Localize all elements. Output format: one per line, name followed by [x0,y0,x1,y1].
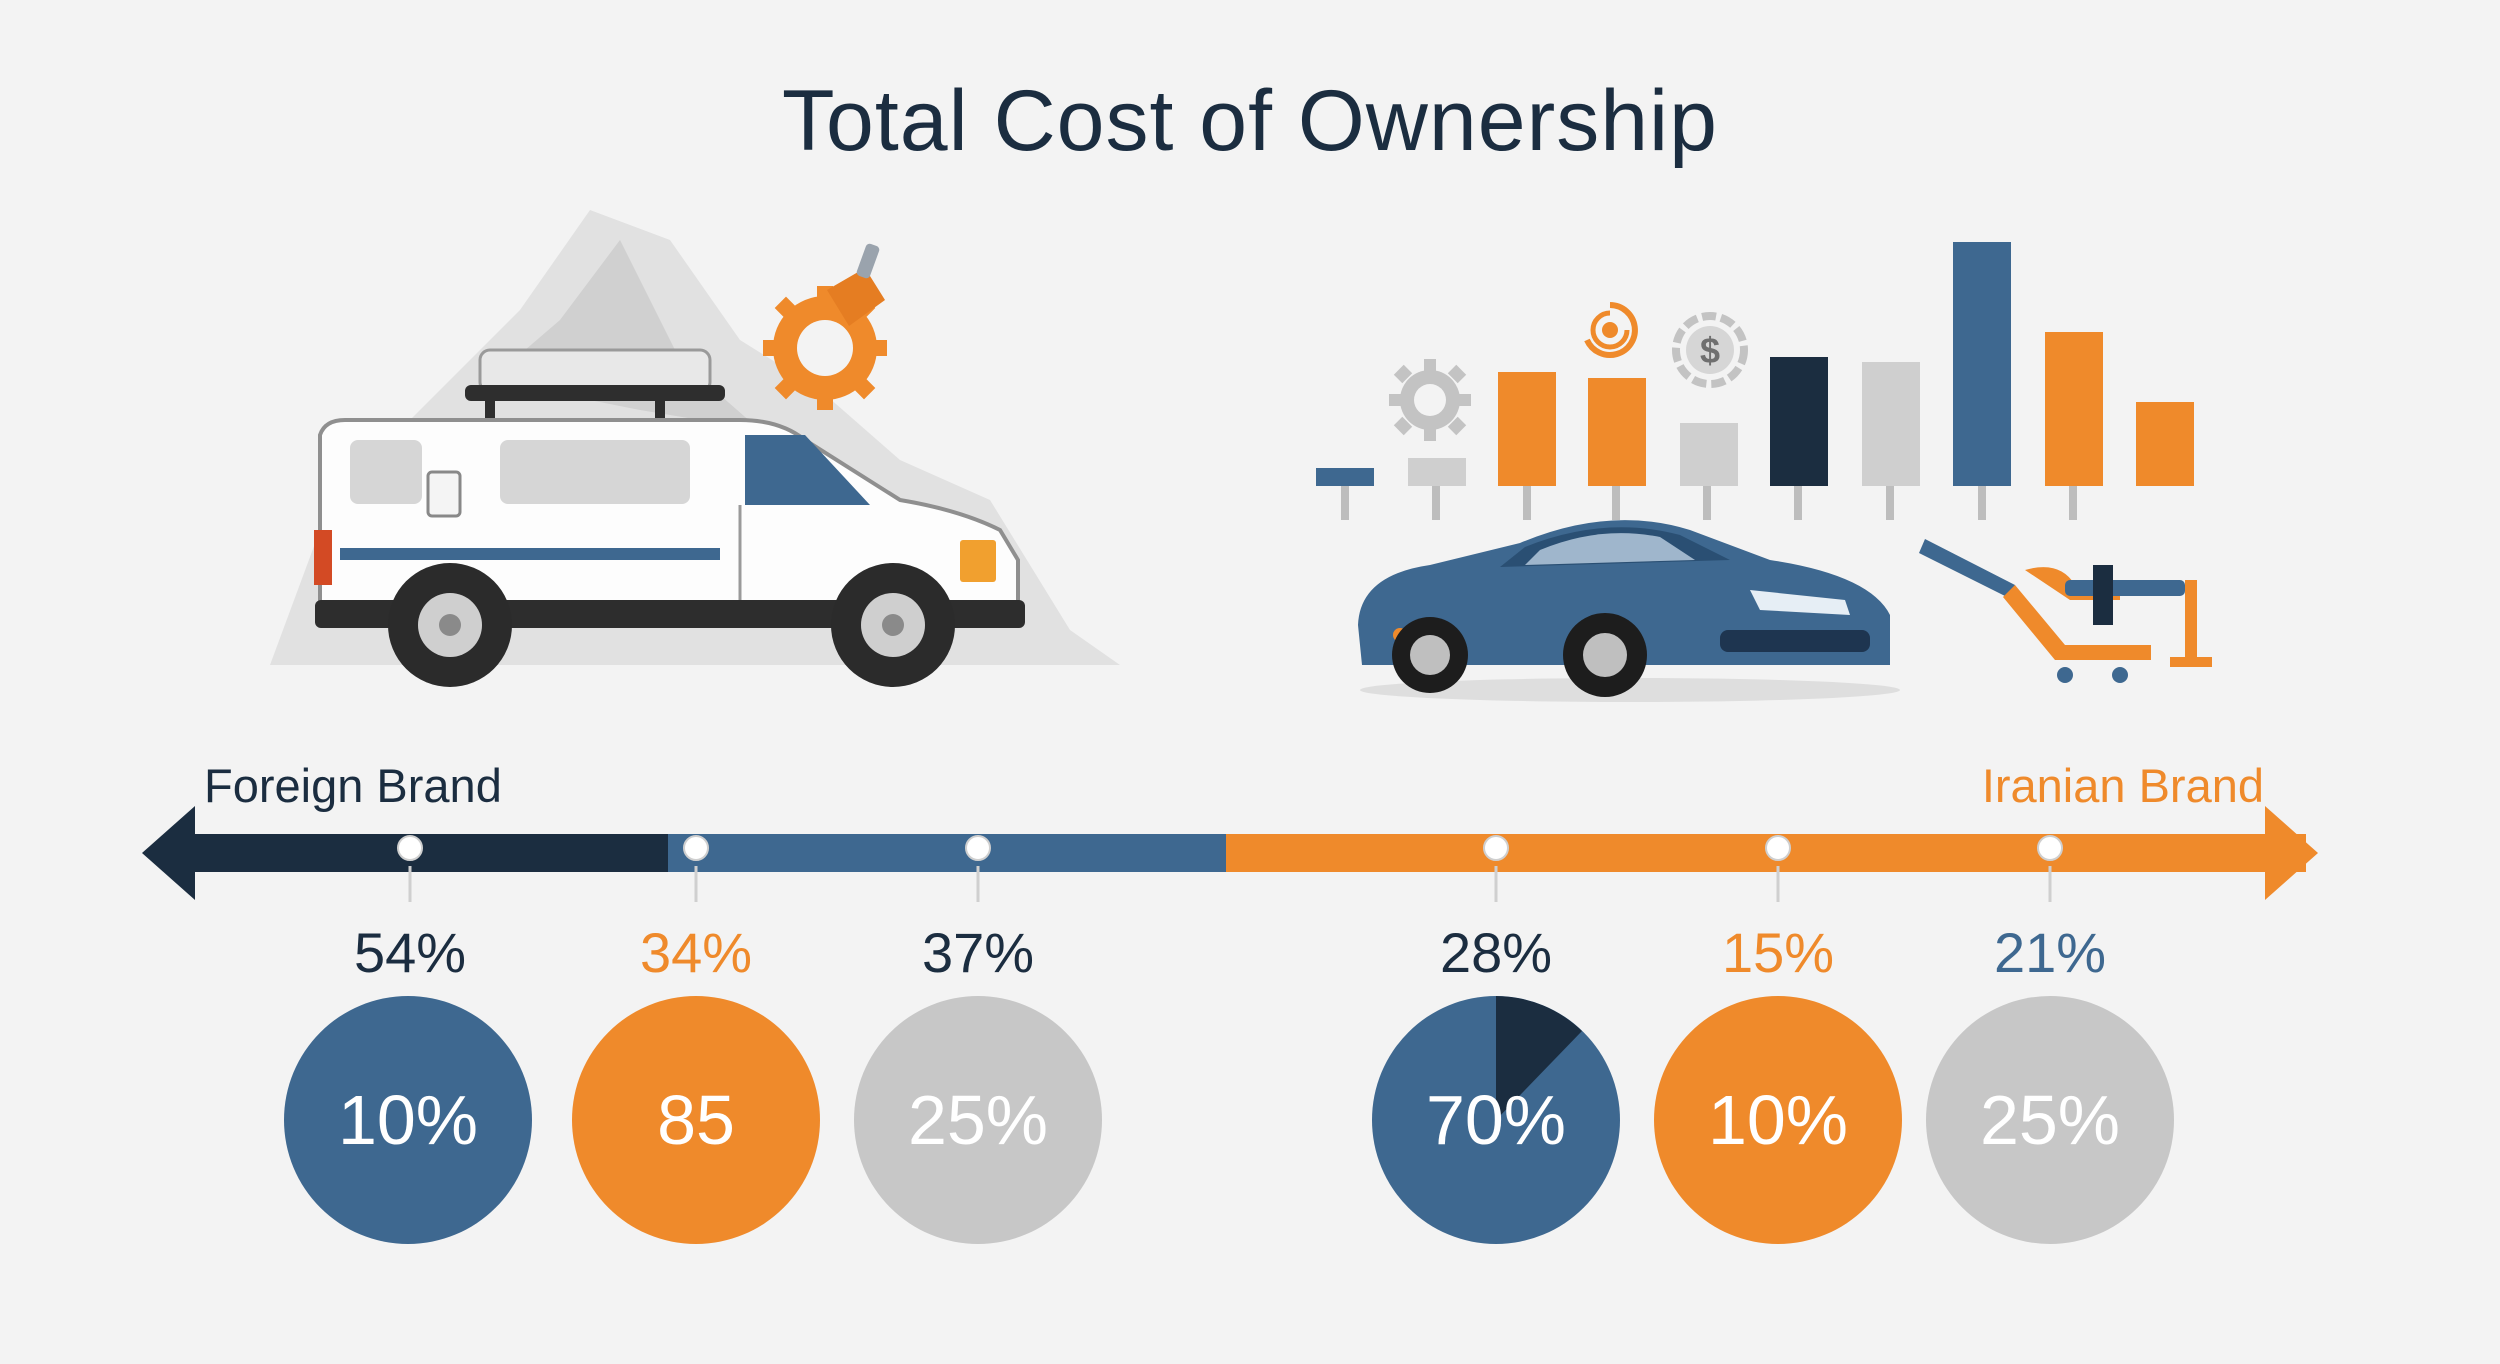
iranian-circle-3-value: 25% [1979,1081,2121,1159]
timeline-segment-foreign-blue [668,834,1228,872]
iranian-brand-label: Iranian Brand [1981,759,2264,812]
iranian-circle-1: 70% [1372,996,1620,1244]
timeline-marker [1765,835,1791,861]
foreign-percent-1: 54% [353,921,467,984]
iranian-circle-2-value: 10% [1707,1081,1849,1159]
gear-wrench-icon [763,243,887,410]
iranian-percent-2: 15% [1721,921,1835,984]
foreign-brand-label: Foreign Brand [204,759,502,812]
car-lift-icon [1919,539,2212,683]
timeline-marker [397,835,423,861]
sports-car-illustration [1358,520,1900,702]
foreign-circle-3: 25% [854,996,1102,1244]
foreign-percent-3: 37% [921,921,1035,984]
refresh-icon [1584,302,1638,358]
left-arrow-icon [142,806,195,900]
iranian-circle-3: 25% [1926,996,2174,1244]
iranian-circle-2: 10% [1654,996,1902,1244]
iranian-percent-3: 21% [1993,921,2107,984]
iranian-circle-1-value: 70% [1425,1081,1567,1159]
foreign-circle-2-value: 85 [657,1081,735,1159]
svg-text:$: $ [1700,330,1720,371]
timeline-marker [965,835,991,861]
dollar-icon: $ [1672,312,1748,388]
iranian-percent-1: 28% [1439,921,1553,984]
timeline-marker [2037,835,2063,861]
foreign-percent-2: 34% [639,921,753,984]
foreign-circle-1-value: 10% [337,1081,479,1159]
foreign-circle-3-value: 25% [907,1081,1049,1159]
gear-icon [1389,359,1471,441]
timeline-marker [683,835,709,861]
foreign-circle-2: 85 [572,996,820,1244]
pie-slice-accent [1496,996,1582,1120]
van-illustration [270,210,1120,687]
right-arrow-icon [2265,806,2318,900]
foreign-circle-1: 10% [284,996,532,1244]
timeline [142,806,2318,902]
timeline-marker [1483,835,1509,861]
page-title: Total Cost of Ownership [782,73,1718,169]
timeline-segment-foreign-dark [190,834,670,872]
bar-chart-illustration [1316,242,2194,520]
